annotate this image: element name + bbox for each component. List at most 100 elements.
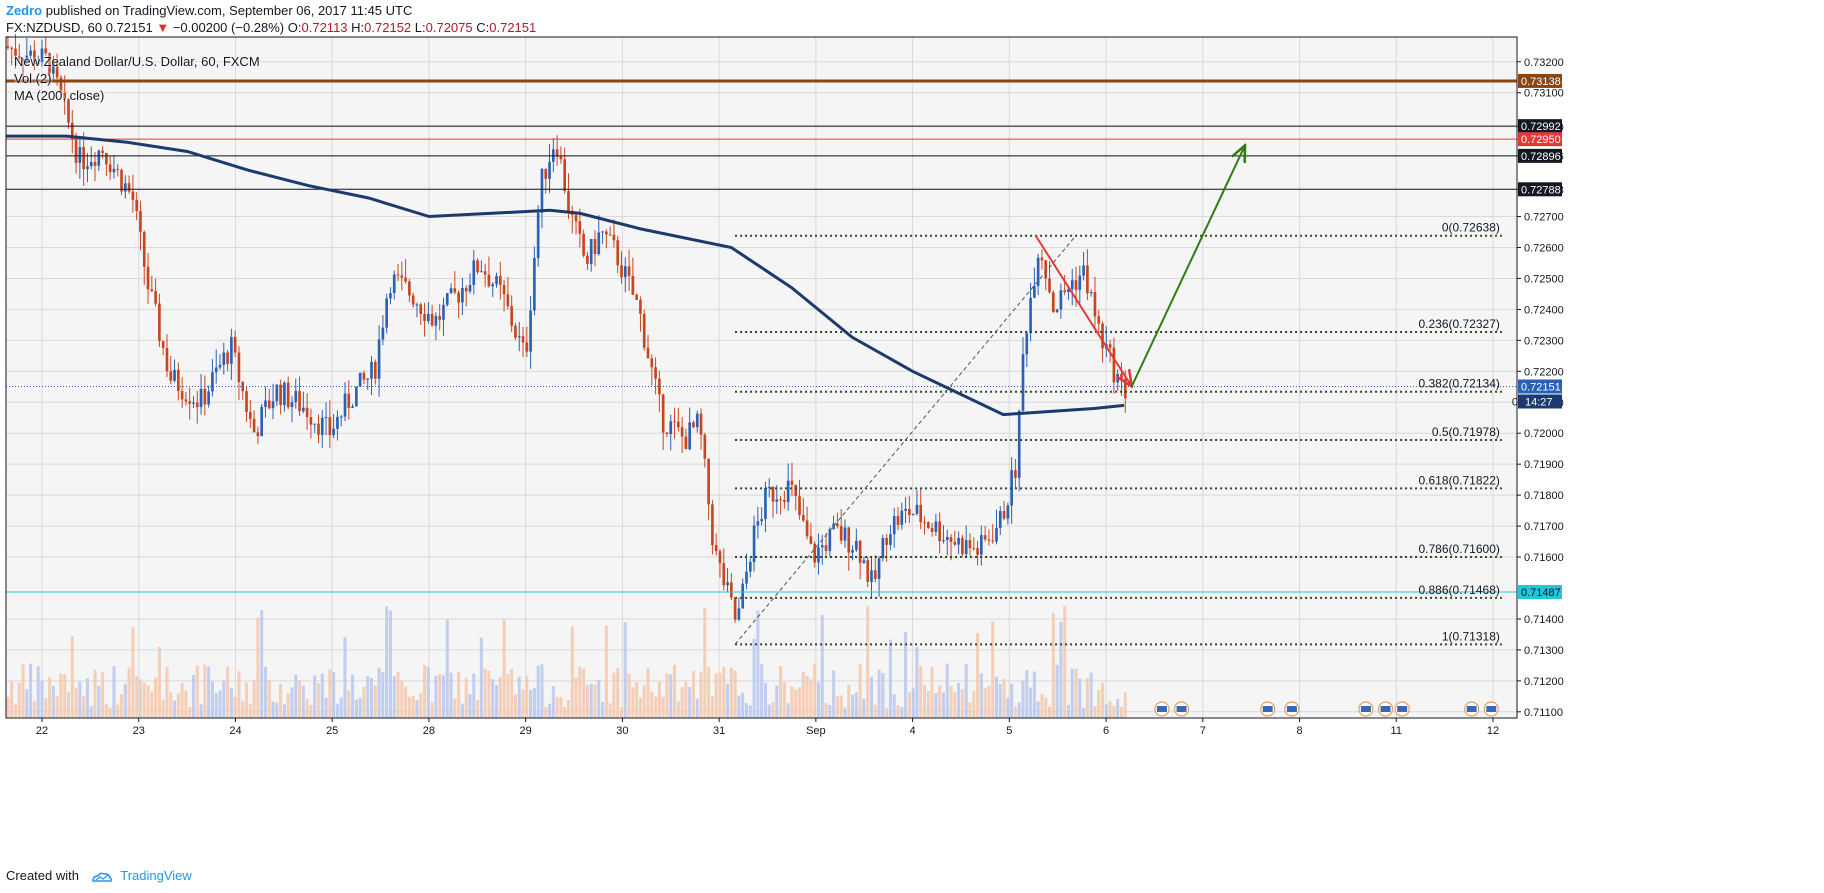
volume-bar <box>998 684 1002 718</box>
candle-body <box>514 325 517 338</box>
volume-bar <box>419 693 423 718</box>
candle-body <box>1040 257 1044 261</box>
candle-body <box>1067 289 1070 293</box>
volume-bar <box>457 671 461 718</box>
volume-bar <box>199 704 203 718</box>
event-flag-fill <box>1176 706 1187 712</box>
volume-bar <box>941 692 945 718</box>
tradingview-link[interactable]: TradingView <box>120 868 192 883</box>
volume-bar <box>737 695 741 718</box>
fib-level-label: 0(0.72638) <box>1442 221 1500 235</box>
volume-bar <box>404 686 408 718</box>
volume-bar <box>373 685 377 718</box>
candle-body <box>658 378 661 395</box>
volume-bar <box>570 626 574 718</box>
candle-body <box>245 391 248 413</box>
volume-bar <box>582 668 586 718</box>
candle-body <box>737 608 741 620</box>
volume-bar <box>983 688 987 718</box>
candle-body <box>764 487 767 520</box>
volume-bar <box>786 703 790 718</box>
volume-bar <box>78 681 82 718</box>
publish-line: Zedro published on TradingView.com, Sept… <box>6 4 412 18</box>
volume-bar <box>1119 706 1123 718</box>
candle-body <box>36 62 40 65</box>
candle-body <box>453 288 457 293</box>
volume-bar <box>673 664 677 718</box>
volume-bar <box>441 675 445 718</box>
y-tick-label: 0.71700 <box>1524 521 1564 533</box>
candle-body <box>427 313 430 321</box>
candle-body <box>116 168 120 170</box>
candle-body <box>983 535 987 540</box>
candle-body <box>707 458 710 505</box>
volume-bar <box>585 684 589 718</box>
volume-bar <box>601 701 605 718</box>
volume-bar <box>642 685 646 718</box>
candle-body <box>105 152 108 165</box>
candle-body <box>1021 354 1025 411</box>
candle-body <box>218 364 222 368</box>
volume-bar <box>748 705 752 718</box>
volume-bar <box>347 690 351 718</box>
volume-bar <box>900 707 904 718</box>
x-tick-label: 22 <box>36 725 48 737</box>
candle-body <box>726 582 729 586</box>
candle-body <box>491 284 495 287</box>
candle-body <box>150 289 154 292</box>
volume-bar <box>953 692 957 718</box>
candle-body <box>305 407 309 418</box>
x-tick-label: 25 <box>326 725 338 737</box>
candle-body <box>760 519 763 522</box>
candle-body <box>404 277 407 282</box>
volume-bar <box>691 671 695 718</box>
candle-body <box>733 597 737 620</box>
candle-body <box>767 486 771 488</box>
volume-bar <box>726 683 730 718</box>
candle-body <box>521 336 525 343</box>
volume-bar <box>142 683 146 718</box>
volume-bar <box>563 706 567 718</box>
volume-bar <box>779 666 783 718</box>
candle-body <box>370 361 373 379</box>
volume-bar <box>328 668 332 718</box>
fib-level-label: 0.618(0.71822) <box>1418 473 1499 487</box>
candle-body <box>502 284 506 295</box>
candle-body <box>688 422 692 450</box>
candle-body <box>529 310 532 352</box>
author-link[interactable]: Zedro <box>6 3 43 18</box>
volume-bar <box>767 704 771 718</box>
candle-body <box>881 538 885 559</box>
volume-bar <box>157 647 161 718</box>
volume-bar <box>252 680 256 718</box>
volume-bar <box>559 696 563 718</box>
candle-body <box>411 295 415 305</box>
x-tick-label: 4 <box>910 725 916 737</box>
volume-bar <box>604 625 608 718</box>
symbol-label: FX:NZDUSD, 60 <box>6 20 103 35</box>
candle-body <box>177 369 180 392</box>
volume-bar <box>616 668 620 718</box>
candle-body <box>127 183 131 192</box>
volume-bar <box>468 694 472 718</box>
volume-bar <box>279 684 283 718</box>
volume-bar <box>816 682 820 718</box>
volume-bar <box>97 686 101 718</box>
candle-body <box>381 327 385 340</box>
volume-bar <box>267 679 271 718</box>
volume-bar <box>760 663 764 718</box>
volume-bar <box>1089 672 1093 718</box>
volume-bar <box>112 666 116 718</box>
volume-bar <box>589 683 593 718</box>
volume-bar <box>847 684 851 718</box>
volume-bar <box>195 665 199 718</box>
bearish-arrow <box>1034 235 1132 387</box>
volume-bar <box>926 691 930 718</box>
candle-body <box>298 391 301 412</box>
candle-body <box>279 384 282 406</box>
x-tick-label: 24 <box>229 725 241 737</box>
candle-body <box>351 406 354 408</box>
symbol-line: FX:NZDUSD, 60 0.72151 ▼ −0.00200 (−0.28%… <box>6 21 536 35</box>
candle-body <box>366 378 370 380</box>
